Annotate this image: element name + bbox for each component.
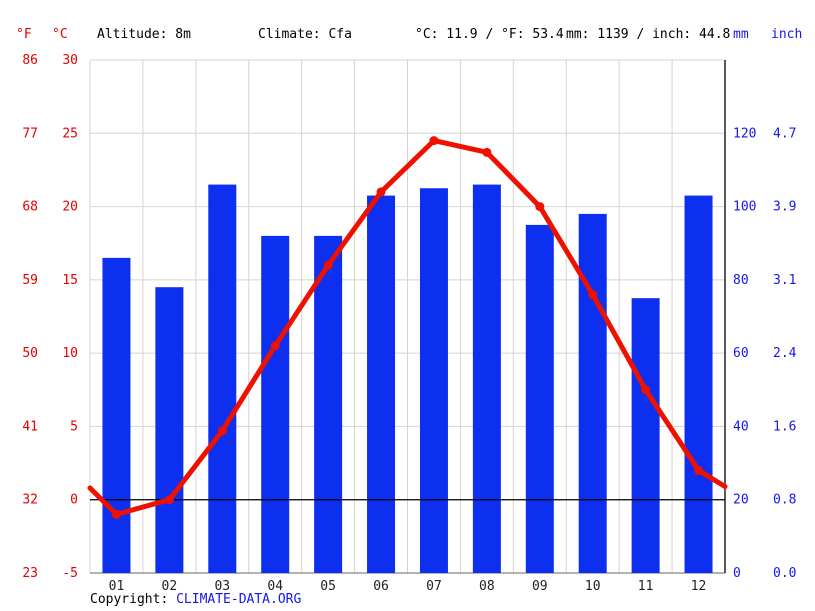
temperature-line bbox=[87, 138, 728, 517]
copyright-link[interactable]: CLIMATE-DATA.ORG bbox=[176, 592, 302, 607]
precipitation-bar-10 bbox=[578, 213, 607, 573]
mm-tick-label: 20 bbox=[733, 493, 749, 508]
month-label-01: 01 bbox=[109, 579, 125, 594]
precipitation-summary: mm: 1139 / inch: 44.8 bbox=[566, 27, 731, 42]
temperature-point-02 bbox=[164, 495, 174, 505]
temperature-point-07 bbox=[429, 136, 439, 146]
precipitation-bar-06 bbox=[367, 195, 396, 574]
inch-axis-header: inch bbox=[771, 27, 803, 42]
altitude-label: Altitude: 8m bbox=[97, 27, 191, 42]
inch-tick-label: 4.7 bbox=[773, 126, 796, 141]
fahrenheit-tick-label: 41 bbox=[22, 419, 38, 434]
fahrenheit-axis-header: °F bbox=[16, 27, 32, 42]
fahrenheit-tick-label: 77 bbox=[22, 126, 38, 141]
mm-tick-label: 60 bbox=[733, 346, 749, 361]
precipitation-bar-09 bbox=[525, 224, 554, 573]
month-label-03: 03 bbox=[214, 579, 230, 594]
month-label-08: 08 bbox=[479, 579, 495, 594]
copyright-prefix: Copyright: bbox=[90, 592, 177, 607]
temperature-point-10 bbox=[588, 290, 598, 300]
celsius-tick-label: 0 bbox=[70, 493, 78, 508]
mm-tick-label: 0 bbox=[733, 566, 741, 581]
fahrenheit-tick-label: 68 bbox=[22, 200, 38, 215]
month-label-06: 06 bbox=[373, 579, 389, 594]
celsius-tick-label: 15 bbox=[62, 273, 78, 288]
celsius-tick-label: 30 bbox=[62, 53, 78, 68]
celsius-axis-header: °C bbox=[52, 27, 68, 42]
temperature-point-09 bbox=[535, 202, 545, 212]
precipitation-bar-05 bbox=[314, 235, 343, 573]
precipitation-bar-11 bbox=[631, 298, 660, 573]
temperature-summary: °C: 11.9 / °F: 53.4 bbox=[415, 27, 564, 42]
fahrenheit-tick-label: 59 bbox=[22, 273, 38, 288]
temperature-point-12 bbox=[694, 465, 704, 475]
mm-axis-header: mm bbox=[733, 27, 749, 42]
inch-tick-label: 2.4 bbox=[773, 346, 797, 361]
fahrenheit-tick-label: 23 bbox=[22, 566, 38, 581]
mm-tick-label: 100 bbox=[733, 200, 756, 215]
climate-label: Climate: Cfa bbox=[258, 27, 352, 42]
temperature-point-08 bbox=[482, 147, 492, 157]
celsius-tick-label: 20 bbox=[62, 200, 78, 215]
precipitation-bar-04 bbox=[261, 235, 290, 573]
celsius-tick-label: 5 bbox=[70, 419, 78, 434]
month-label-10: 10 bbox=[585, 579, 601, 594]
inch-tick-label: 3.9 bbox=[773, 200, 796, 215]
fahrenheit-tick-label: 50 bbox=[22, 346, 38, 361]
fahrenheit-tick-label: 32 bbox=[22, 493, 38, 508]
mm-tick-label: 120 bbox=[733, 126, 756, 141]
precipitation-bar-02 bbox=[155, 287, 184, 573]
fahrenheit-tick-label: 86 bbox=[22, 53, 38, 68]
precipitation-bar-07 bbox=[419, 188, 448, 573]
temperature-point-06 bbox=[376, 187, 386, 197]
temperature-point-03 bbox=[217, 426, 227, 436]
precipitation-bar-08 bbox=[472, 184, 501, 574]
mm-tick-label: 80 bbox=[733, 273, 749, 288]
month-label-11: 11 bbox=[638, 579, 654, 594]
copyright: Copyright: CLIMATE-DATA.ORG bbox=[90, 592, 301, 607]
temperature-point-11 bbox=[641, 385, 651, 395]
mm-tick-label: 40 bbox=[733, 419, 749, 434]
inch-tick-label: 0.8 bbox=[773, 493, 796, 508]
month-label-09: 09 bbox=[532, 579, 548, 594]
temperature-point-05 bbox=[323, 260, 333, 270]
celsius-tick-label: 25 bbox=[62, 126, 78, 141]
celsius-tick-label: -5 bbox=[62, 566, 78, 581]
inch-tick-label: 1.6 bbox=[773, 419, 796, 434]
month-label-02: 02 bbox=[162, 579, 178, 594]
month-label-12: 12 bbox=[691, 579, 707, 594]
temperature-point-01 bbox=[111, 509, 121, 519]
precipitation-bar-01 bbox=[102, 257, 131, 573]
inch-tick-label: 0.0 bbox=[773, 566, 796, 581]
inch-tick-label: 3.1 bbox=[773, 273, 796, 288]
month-label-04: 04 bbox=[267, 579, 283, 594]
precipitation-bar-12 bbox=[684, 195, 713, 574]
temperature-point-04 bbox=[270, 341, 280, 351]
month-label-07: 07 bbox=[426, 579, 442, 594]
precipitation-bar-03 bbox=[208, 184, 237, 574]
month-label-05: 05 bbox=[320, 579, 336, 594]
celsius-tick-label: 10 bbox=[62, 346, 78, 361]
